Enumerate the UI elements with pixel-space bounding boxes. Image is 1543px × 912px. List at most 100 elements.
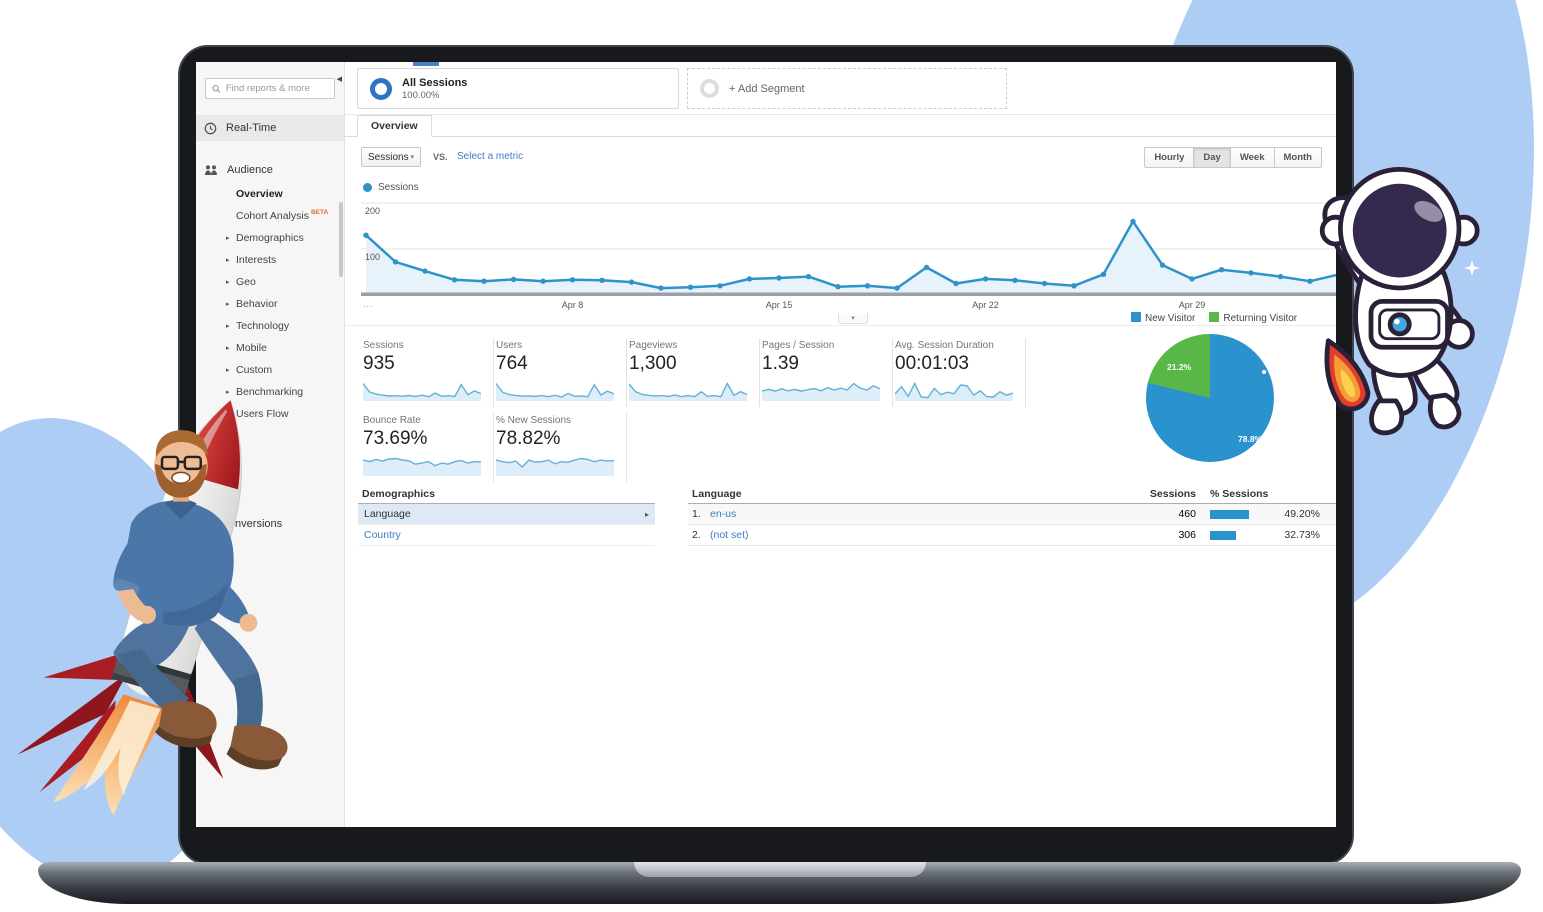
language-link[interactable]: (not set)	[710, 529, 749, 541]
chevron-down-icon: ▾	[410, 154, 414, 161]
sessions-legend-dot-icon	[363, 182, 372, 192]
sidebar-item-overview[interactable]: Overview	[196, 183, 344, 205]
segment-percent: 100.00%	[402, 90, 440, 102]
vs-label: VS.	[433, 152, 448, 162]
sidebar-item-label: Custom	[236, 364, 273, 376]
demographics-row-language[interactable]: Language ▸	[358, 504, 655, 525]
column-header-pct-sessions[interactable]: % Sessions	[1210, 488, 1269, 500]
scorecard-label: Avg. Session Duration	[895, 340, 994, 351]
scorecard-label: Bounce Rate	[363, 415, 421, 426]
sidebar-item-technology[interactable]: ▸ Technology	[196, 315, 344, 337]
sidebar-item-label: Cohort Analysis	[236, 210, 309, 222]
scorecard-users[interactable]: Users 764	[494, 338, 627, 407]
timeline-area-chart[interactable]	[361, 199, 1336, 299]
legend-label: Sessions	[378, 181, 419, 193]
table-row[interactable]: 1. en-us 460 49.20%	[688, 504, 1336, 525]
y-axis-tick: 100	[365, 252, 381, 262]
column-header-language[interactable]: Language	[692, 488, 742, 500]
sidebar-scrollbar[interactable]	[339, 202, 343, 277]
sparkle-star-icon	[1492, 420, 1502, 430]
laptop-base	[38, 862, 1521, 904]
sidebar-item-conversions[interactable]: Conversions	[196, 513, 344, 535]
beta-badge: BETA	[310, 208, 329, 216]
metric-dropdown[interactable]: Sessions ▾	[361, 147, 421, 167]
scorecard-new-sessions[interactable]: % New Sessions 78.82%	[494, 413, 627, 482]
sidebar-item-geo[interactable]: ▸ Geo	[196, 271, 344, 293]
sidebar-item-audience[interactable]: Audience	[196, 157, 344, 183]
visitor-type-pie-chart[interactable]	[1146, 334, 1274, 462]
language-link[interactable]: en-us	[710, 508, 737, 520]
sidebar-item-label: Conversions	[221, 518, 283, 530]
expand-triangle-icon: ▸	[226, 323, 230, 330]
sidebar-item-interests[interactable]: ▸ Interests	[196, 249, 344, 271]
scorecard-value: 00:01:03	[895, 353, 969, 374]
pct-value: 49.20%	[1284, 508, 1320, 520]
scorecard-pageviews[interactable]: Pageviews 1,300	[627, 338, 760, 407]
sidebar-item-label: Behavior	[236, 298, 278, 310]
segment-title: All Sessions	[402, 76, 468, 89]
demographics-row-country[interactable]: Country	[358, 525, 655, 546]
column-header-sessions[interactable]: Sessions	[1149, 488, 1196, 500]
sidebar-item-demographics[interactable]: ▸ Demographics	[196, 227, 344, 249]
chevron-down-icon: ▾	[851, 315, 855, 322]
segment-donut-icon	[370, 77, 392, 100]
row-arrow-icon: ▸	[644, 509, 649, 519]
sidebar-item-label: Audience	[227, 164, 273, 176]
select-metric-link[interactable]: Select a metric	[457, 151, 524, 162]
scorecard-pages-per-session[interactable]: Pages / Session 1.39	[760, 338, 893, 407]
timeline-legend: Sessions	[363, 181, 1336, 193]
scorecard-bounce-rate[interactable]: Bounce Rate 73.69%	[361, 413, 494, 482]
tab-bar: Overview	[345, 115, 1336, 137]
sparkline	[895, 381, 1013, 401]
sidebar-item-label: Technology	[236, 320, 290, 332]
astronaut-waving-illustration	[1319, 166, 1480, 436]
search-icon	[212, 84, 221, 93]
x-axis-tick: Apr 22	[972, 300, 999, 310]
language-table-header: Language Sessions % Sessions	[688, 485, 1336, 504]
sidebar-collapse-icon[interactable]: ◀	[336, 76, 342, 83]
add-segment-button[interactable]: + Add Segment	[687, 68, 1007, 109]
sidebar-item-realtime[interactable]: Real-Time	[196, 115, 344, 141]
search-box[interactable]	[205, 78, 335, 99]
granularity-switcher: Hourly Day Week Month	[1144, 147, 1322, 168]
scorecard-avg-session-duration[interactable]: Avg. Session Duration 00:01:03	[893, 338, 1026, 407]
row-rank: 2.	[692, 529, 701, 541]
sidebar-item-label: Benchmarking	[236, 386, 304, 398]
new-visitor-swatch-icon	[1131, 312, 1141, 322]
laptop-base-notch	[633, 862, 926, 877]
search-input[interactable]	[225, 83, 328, 94]
sidebar-item-benchmarking[interactable]: ▸ Benchmarking	[196, 381, 344, 403]
sidebar-item-behavior[interactable]: ▸ Behavior	[196, 293, 344, 315]
scorecard-value: 935	[363, 353, 395, 374]
demographics-title: Demographics	[358, 485, 655, 504]
chart-collapse-button[interactable]: ▾	[838, 313, 868, 324]
scorecard-label: Pageviews	[629, 340, 678, 351]
language-table: Language Sessions % Sessions 1. en-us 46…	[688, 485, 1336, 546]
granularity-day-button[interactable]: Day	[1194, 147, 1231, 168]
sidebar-item-mobile[interactable]: ▸ Mobile	[196, 337, 344, 359]
expand-triangle-icon: ▸	[226, 345, 230, 352]
scorecard-sessions[interactable]: Sessions 935	[361, 338, 494, 407]
scorecard-value: 78.82%	[496, 428, 561, 449]
pie-slice-label: 21.2%	[1167, 362, 1192, 372]
granularity-month-button[interactable]: Month	[1274, 147, 1322, 168]
granularity-week-button[interactable]: Week	[1230, 147, 1275, 168]
segment-all-sessions[interactable]: All Sessions 100.00%	[357, 68, 679, 109]
table-row[interactable]: 2. (not set) 306 32.73%	[688, 525, 1336, 546]
sidebar-item-custom[interactable]: ▸ Custom	[196, 359, 344, 381]
pct-bar	[1210, 530, 1236, 540]
legend-label: Returning Visitor	[1223, 313, 1298, 324]
sessions-value: 460	[1178, 508, 1196, 520]
expand-triangle-icon: ▸	[226, 235, 230, 242]
sparkline	[629, 381, 747, 401]
scorecard-label: Pages / Session	[762, 340, 835, 351]
y-axis-tick: 200	[365, 206, 381, 216]
section-divider	[345, 325, 1336, 326]
scorecard-label: % New Sessions	[496, 415, 572, 426]
sidebar-item-users-flow[interactable]: Users Flow	[196, 403, 344, 425]
tab-overview[interactable]: Overview	[357, 115, 432, 137]
laptop-mockup: ◀ Real-Time	[178, 45, 1354, 865]
man-riding-rocket-illustration	[17, 399, 288, 816]
sidebar-item-cohort-analysis[interactable]: Cohort Analysis BETA	[196, 205, 344, 227]
granularity-hourly-button[interactable]: Hourly	[1144, 147, 1195, 168]
